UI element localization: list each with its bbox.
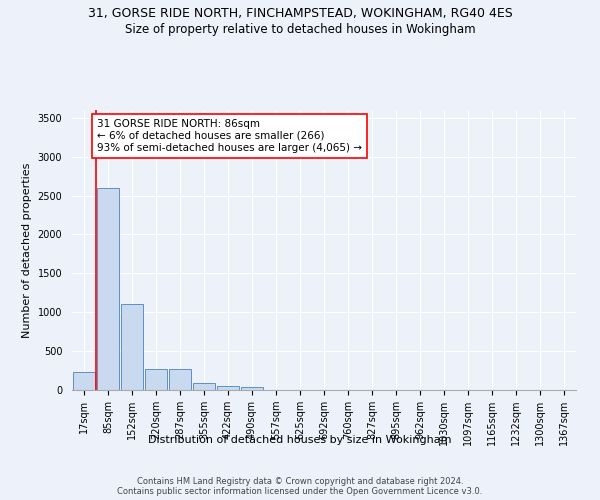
Bar [193,383,215,390]
Bar [73,372,95,390]
Bar [121,304,143,390]
Text: 31, GORSE RIDE NORTH, FINCHAMPSTEAD, WOKINGHAM, RG40 4ES: 31, GORSE RIDE NORTH, FINCHAMPSTEAD, WOK… [88,8,512,20]
Y-axis label: Number of detached properties: Number of detached properties [22,162,32,338]
Bar [97,188,119,390]
Text: Contains public sector information licensed under the Open Government Licence v3: Contains public sector information licen… [118,488,482,496]
Bar [169,369,191,390]
Text: Contains HM Land Registry data © Crown copyright and database right 2024.: Contains HM Land Registry data © Crown c… [137,478,463,486]
Bar [145,369,167,390]
Bar [241,387,263,390]
Text: 31 GORSE RIDE NORTH: 86sqm
← 6% of detached houses are smaller (266)
93% of semi: 31 GORSE RIDE NORTH: 86sqm ← 6% of detac… [97,120,362,152]
Text: Distribution of detached houses by size in Wokingham: Distribution of detached houses by size … [148,435,452,445]
Bar [217,386,239,390]
Text: Size of property relative to detached houses in Wokingham: Size of property relative to detached ho… [125,22,475,36]
